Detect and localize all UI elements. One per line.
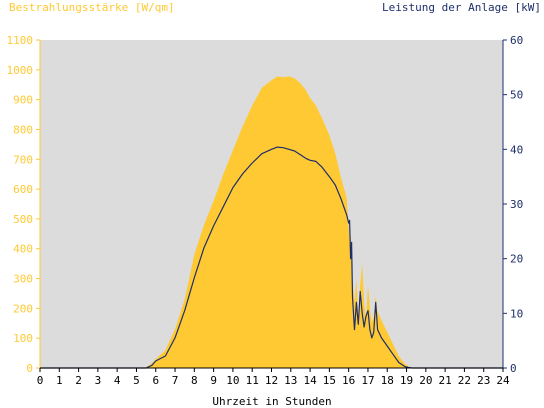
right-tick-label: 0 [510,362,517,375]
x-tick-label: 1 [56,374,63,387]
right-tick-label: 60 [510,34,523,47]
left-tick-label: 300 [13,273,33,286]
x-tick-label: 17 [361,374,374,387]
x-tick-label: 23 [477,374,490,387]
right-tick-label: 10 [510,307,523,320]
left-tick-label: 1000 [7,64,34,77]
left-tick-label: 200 [13,302,33,315]
left-tick-label: 700 [13,153,33,166]
x-tick-label: 5 [133,374,140,387]
right-tick-label: 20 [510,253,523,266]
x-tick-label: 14 [303,374,317,387]
left-ticks: 0 100 200 300 400 500 600 700 800 900 1000 1100 [7,34,40,375]
left-tick-label: 1100 [7,34,34,47]
power-line [40,146,503,369]
bottom-ticks: 0 1 2 3 4 5 6 7 8 9 10 11 12 13 14 15 16 17 18 19 20 21 22 23 24 [37,368,510,387]
x-tick-label: 3 [95,374,102,387]
x-tick-label: 19 [400,374,413,387]
left-tick-label: 0 [26,362,33,375]
right-axis-title: Leistung der Anlage [kW] [382,1,541,14]
x-tick-label: 13 [284,374,297,387]
x-tick-label: 0 [37,374,44,387]
x-tick-label: 15 [323,374,336,387]
x-tick-label: 20 [419,374,432,387]
x-tick-label: 8 [191,374,198,387]
x-tick-label: 22 [458,374,471,387]
x-tick-label: 6 [152,374,159,387]
left-tick-label: 600 [13,183,33,196]
x-tick-label: 2 [75,374,82,387]
x-tick-label: 9 [210,374,217,387]
irradiance-area [40,76,503,369]
x-tick-label: 7 [172,374,179,387]
right-tick-label: 40 [510,143,523,156]
left-tick-label: 800 [13,123,33,136]
x-axis-label: Uhrzeit in Stunden [212,395,332,408]
x-tick-label: 10 [226,374,239,387]
left-tick-label: 900 [13,94,33,107]
x-tick-label: 11 [246,374,259,387]
left-tick-label: 400 [13,243,33,256]
x-tick-label: 16 [342,374,355,387]
left-tick-label: 100 [13,332,33,345]
x-tick-label: 21 [439,374,452,387]
left-tick-label: 500 [13,213,33,226]
x-tick-label: 18 [381,374,394,387]
x-tick-label: 4 [114,374,121,387]
right-ticks: 0 10 20 30 40 50 60 [503,34,523,375]
right-tick-label: 30 [510,198,523,211]
x-tick-label: 12 [265,374,278,387]
left-axis-title: Bestrahlungsstärke [W/qm] [9,1,175,14]
x-tick-label: 24 [496,374,510,387]
right-tick-label: 50 [510,89,523,102]
